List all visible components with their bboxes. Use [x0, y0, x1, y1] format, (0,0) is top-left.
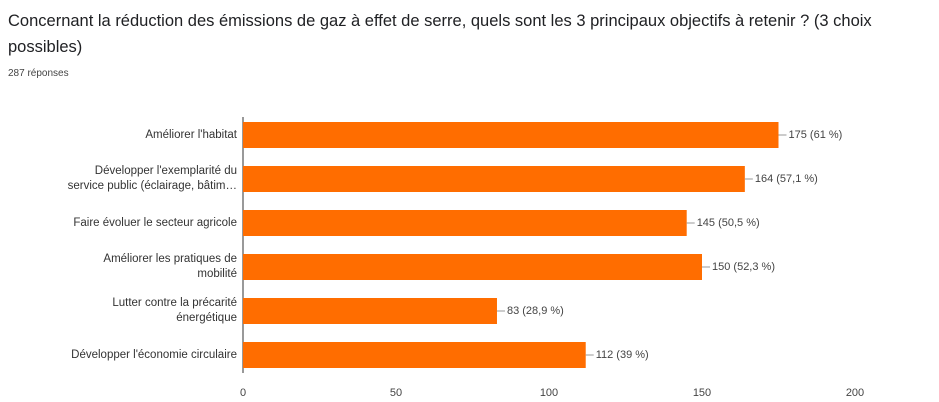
value-label: 175 (61 %): [789, 129, 843, 141]
y-tick-label: Développer l'économie circulaire: [71, 348, 237, 361]
x-tick-label: 150: [693, 387, 711, 399]
value-label: 164 (57,1 %): [755, 173, 818, 185]
y-tick-label: Lutter contre la précarité énergétique: [112, 297, 237, 324]
x-tick-label: 50: [390, 387, 402, 399]
bar: [243, 298, 497, 324]
bar: [243, 166, 745, 192]
y-tick-label: Développer l'exemplarité du service publ…: [67, 165, 237, 192]
bar: [243, 122, 779, 148]
x-tick-label: 0: [240, 387, 246, 399]
x-tick-label: 100: [540, 387, 558, 399]
chart-title: Concernant la réduction des émissions de…: [8, 12, 872, 56]
value-label: 83 (28,9 %): [507, 305, 564, 317]
bar: [243, 254, 702, 280]
chart-subtitle: 287 réponses: [8, 68, 69, 79]
value-label: 145 (50,5 %): [697, 217, 760, 229]
y-tick-label: Faire évoluer le secteur agricole: [73, 216, 237, 229]
bar: [243, 342, 586, 368]
y-tick-label: Améliorer les pratiques de mobilité: [103, 253, 237, 280]
value-label: 150 (52,3 %): [712, 261, 775, 273]
y-tick-label: Améliorer l'habitat: [145, 128, 237, 141]
value-label: 112 (39 %): [596, 349, 649, 361]
bar: [243, 210, 687, 236]
x-tick-label: 200: [846, 387, 864, 399]
